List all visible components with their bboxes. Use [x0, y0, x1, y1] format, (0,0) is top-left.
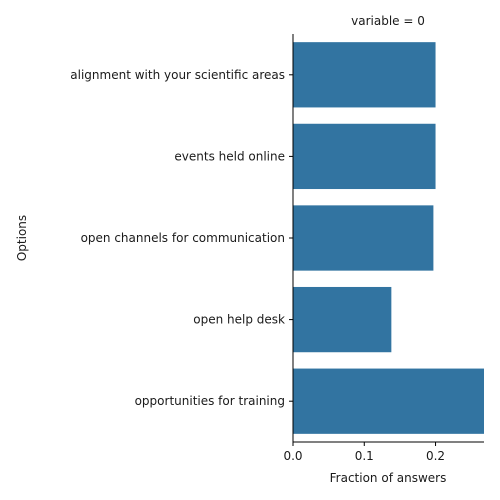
- x-tick-label-2: 0.2: [426, 449, 445, 463]
- x-axis-ticks: 0.0 0.1 0.2: [283, 442, 445, 463]
- y-category-label-3: open help desk: [193, 313, 285, 327]
- bar-0: [293, 42, 436, 108]
- x-axis-label: Fraction of answers: [330, 471, 447, 485]
- y-category-labels: alignment with your scientific areas even…: [70, 68, 293, 408]
- bar-2: [293, 205, 434, 271]
- y-category-label-0: alignment with your scientific areas: [70, 68, 285, 82]
- bar-4: [293, 368, 484, 434]
- bar-3: [293, 286, 392, 353]
- bar-1: [293, 123, 436, 190]
- x-tick-label-1: 0.1: [355, 449, 374, 463]
- y-category-label-1: events held online: [174, 149, 285, 163]
- y-category-label-2: open channels for communication: [81, 231, 285, 245]
- bars-layer: [293, 42, 484, 434]
- facet-title: variable = 0: [351, 14, 425, 28]
- y-axis-label: Options: [15, 215, 29, 261]
- y-category-label-4: opportunities for training: [135, 394, 285, 408]
- x-tick-label-0: 0.0: [283, 449, 302, 463]
